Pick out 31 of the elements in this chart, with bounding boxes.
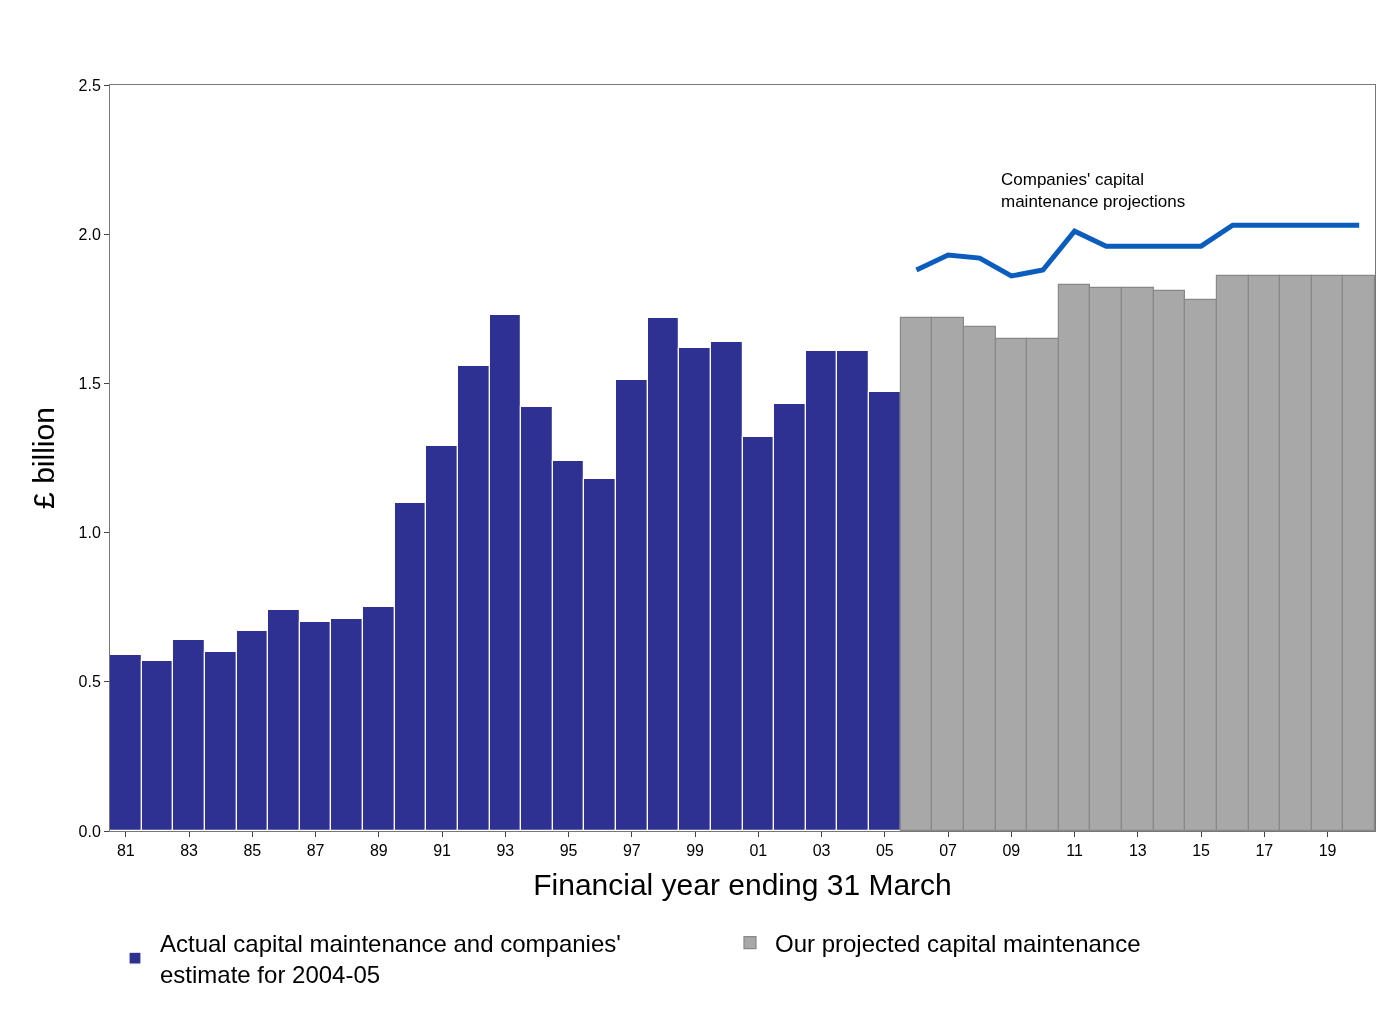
legend-label: Actual capital maintenance and companies' estimate for 2004-05 — [160, 929, 621, 989]
x-tick-label: 99 — [686, 842, 705, 860]
y-tick-label: 0.5 — [78, 673, 101, 691]
x-tick-label: 09 — [1002, 842, 1021, 860]
x-tick-label: 19 — [1318, 842, 1337, 860]
x-tick-label: 05 — [875, 842, 894, 860]
y-tick-label: 2.0 — [78, 225, 101, 243]
x-tick-label: 07 — [939, 842, 958, 860]
x-tick-label: 87 — [306, 842, 325, 860]
y-axis-title: £ billion — [26, 407, 60, 509]
x-tick-label: 85 — [243, 842, 262, 860]
x-tick-label: 11 — [1066, 842, 1083, 860]
x-tick-label: 03 — [812, 842, 831, 860]
x-tick-label: 93 — [496, 842, 515, 860]
x-tick-label: 97 — [622, 842, 641, 860]
x-tick-label: 01 — [749, 842, 768, 860]
x-axis-title: Financial year ending 31 March — [533, 867, 952, 901]
x-tick-label: 83 — [180, 842, 199, 860]
text: Companies' capital maintenance projections — [1001, 170, 1186, 212]
x-tick-label: 89 — [369, 842, 388, 860]
y-tick-label: 2.5 — [78, 76, 101, 94]
y-tick-label: 1.0 — [78, 524, 101, 542]
x-tick-label: 91 — [433, 842, 452, 860]
x-tick-label: 17 — [1255, 842, 1274, 860]
x-tick-label: 15 — [1192, 842, 1211, 860]
legend-label: Our projected capital maintenance — [775, 929, 1141, 957]
y-tick-label: 0.0 — [78, 822, 101, 840]
y-tick-label: 1.5 — [78, 375, 101, 392]
x-tick-label: 95 — [559, 842, 578, 860]
x-tick-label: 13 — [1128, 842, 1147, 860]
x-tick-label: 81 — [116, 842, 135, 860]
